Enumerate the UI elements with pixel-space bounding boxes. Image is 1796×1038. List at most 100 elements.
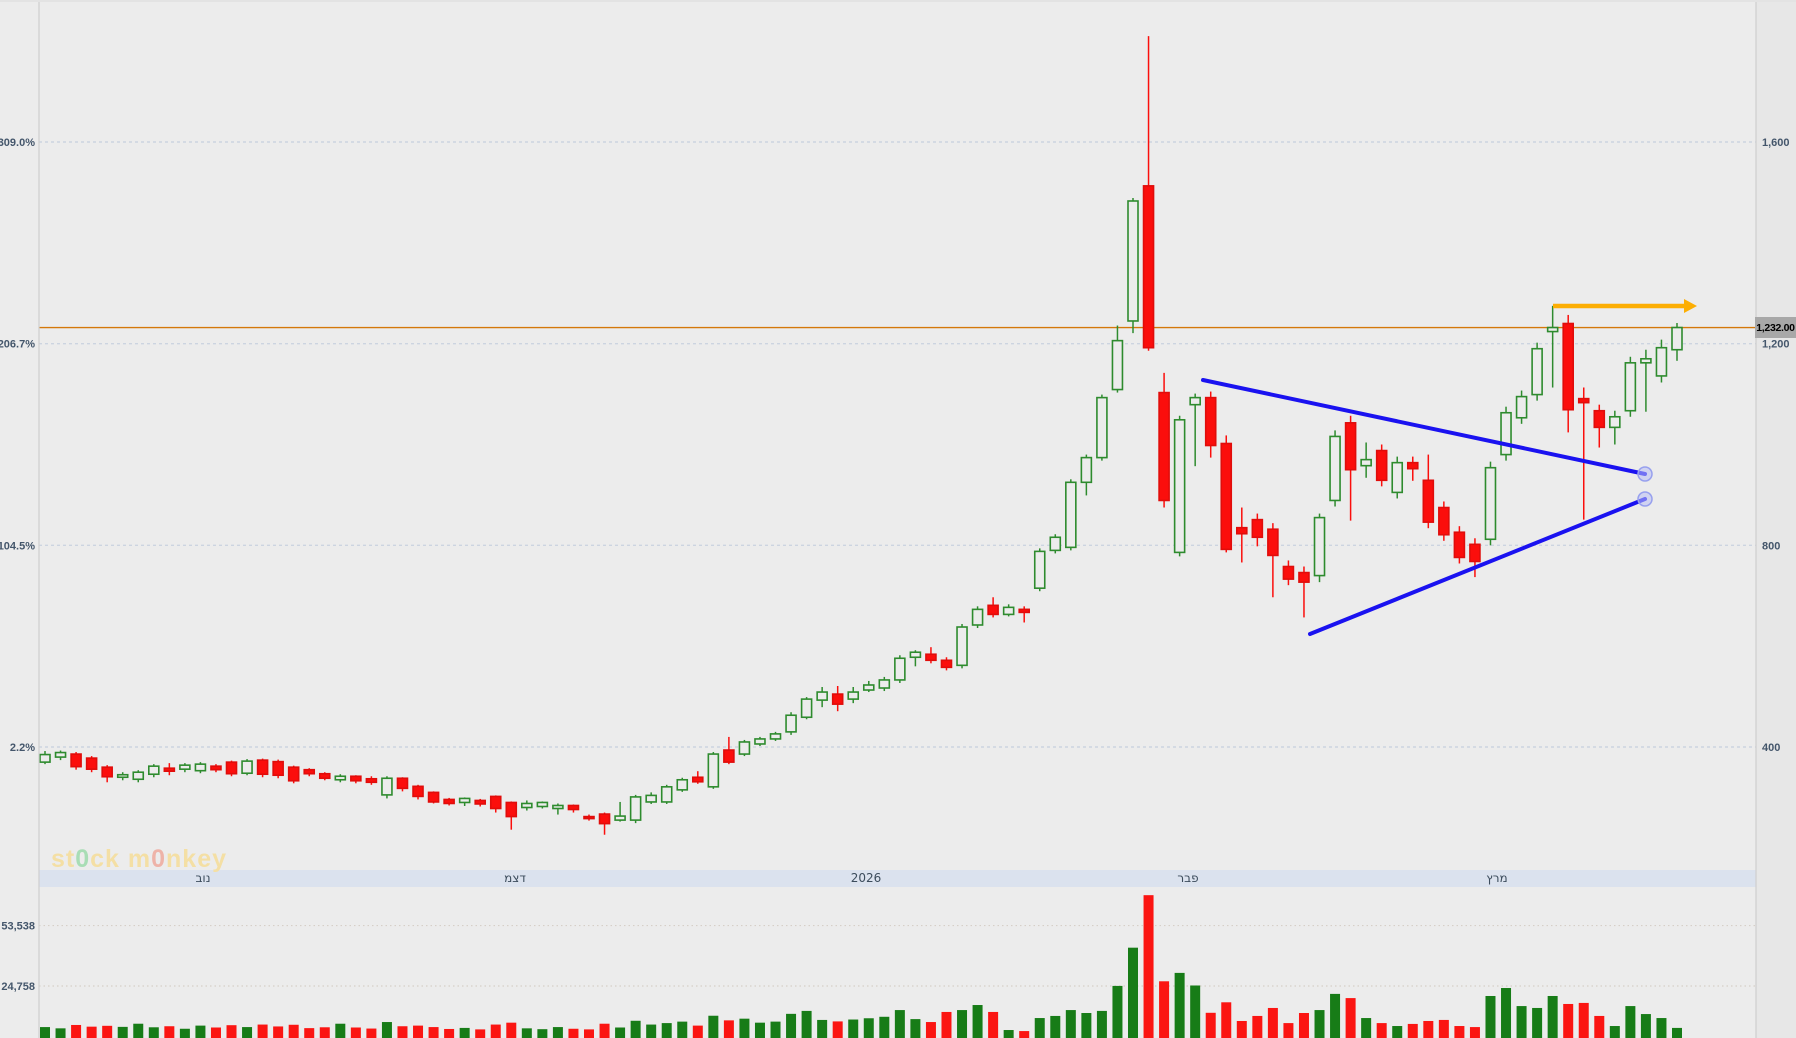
last-price-value: 1,232.00 [1756,321,1795,334]
volume-bar [739,1018,750,1038]
trendline-triangle-upper[interactable] [1201,378,1647,476]
left-axis-tick-0: 309.0% [0,137,35,149]
candle-body [862,684,875,691]
volume-bar [304,1028,315,1038]
left-axis-tick-1: 206.7% [0,339,35,351]
candle [85,756,98,773]
trendline-handle-triangle-upper[interactable] [1637,466,1653,482]
candle [831,685,844,712]
candle-body [1220,442,1233,551]
right-axis-tick-3: 400 [1762,742,1780,754]
candle-body [1515,395,1528,419]
candle-body [567,804,580,811]
volume-bar [319,1027,330,1038]
volume-bar [754,1022,765,1038]
volume-bar [1609,1026,1620,1038]
volume-axis-tick-0: 53,538 [1,921,35,933]
orange-arrow-head[interactable] [1684,299,1697,313]
watermark-text: st [51,845,76,873]
candle [1484,461,1497,546]
candle [303,768,316,777]
volume-bar [1034,1018,1045,1038]
volume-bar [1547,995,1558,1038]
candle-body [676,778,689,791]
volume-bar [521,1028,532,1038]
candle-body [1609,415,1621,429]
candle [552,803,564,815]
candle-body [194,763,207,772]
candle-body [1282,565,1295,580]
candle [1267,523,1279,598]
candle [458,797,471,806]
candle-body [1344,422,1357,471]
right-axis-tick-1: 1,200 [1762,339,1790,351]
candle [1298,566,1310,618]
volume-bar [1174,972,1185,1038]
candle-body [489,795,502,810]
candle [427,791,440,804]
candle [878,676,891,692]
volume-bar [366,1028,377,1038]
candle [1173,415,1186,557]
candle [132,770,145,783]
watermark-o-red: 0 [151,845,167,873]
candle [1391,456,1404,499]
candle-body [1173,418,1186,554]
candle [1236,507,1248,563]
candles-layer [39,36,1683,835]
candle [909,650,922,667]
volume-bar [210,1027,221,1038]
candle-body [1002,606,1015,616]
candle-body [70,753,82,768]
candle [1375,444,1388,487]
candle-body [956,626,968,667]
candle [287,765,300,784]
candle-body [1329,435,1341,502]
volume-bar [1361,1018,1372,1038]
candle [350,775,362,784]
candle-body [1469,543,1481,563]
volume-bar [925,1022,936,1038]
candle [54,750,67,761]
volume-bar [1221,1002,1232,1038]
volume-bar [335,1023,346,1038]
candle [1018,606,1031,623]
candle-body [614,815,626,821]
volume-bar [910,1019,921,1038]
candle [1562,314,1574,433]
volume-bar [692,1025,703,1038]
volume-bar [1454,1026,1465,1038]
volume-bar [1469,1027,1480,1038]
volume-bar [1096,1010,1107,1038]
volume-bar [568,1028,579,1038]
candle [1220,435,1233,553]
candle [210,764,222,773]
volume-bar [86,1026,97,1038]
candle [1329,430,1341,507]
candle [862,680,875,693]
candle [1049,534,1062,554]
watermark-o-green: 0 [75,845,91,873]
trendline-handle-triangle-lower[interactable] [1637,491,1653,507]
candle-body [1204,396,1217,447]
volume-bar [661,1023,672,1038]
trendline-triangle-lower[interactable] [1308,497,1647,636]
volume-bar [677,1021,688,1038]
candle [785,712,797,735]
candle [272,759,284,779]
candle-body [318,772,331,780]
volume-bar [1112,985,1123,1038]
volume-bar [1330,993,1341,1038]
candle-body [800,698,813,719]
right-axis-strip [1756,2,1796,1038]
volume-bar [1578,1002,1589,1038]
candle-body [1422,479,1435,523]
candle [1453,526,1466,564]
candle-body [427,791,440,803]
volume-bar [1376,1023,1387,1038]
candle-body [1158,391,1170,502]
candle [1313,513,1326,583]
candle [1406,456,1419,481]
candle-body [179,764,191,770]
